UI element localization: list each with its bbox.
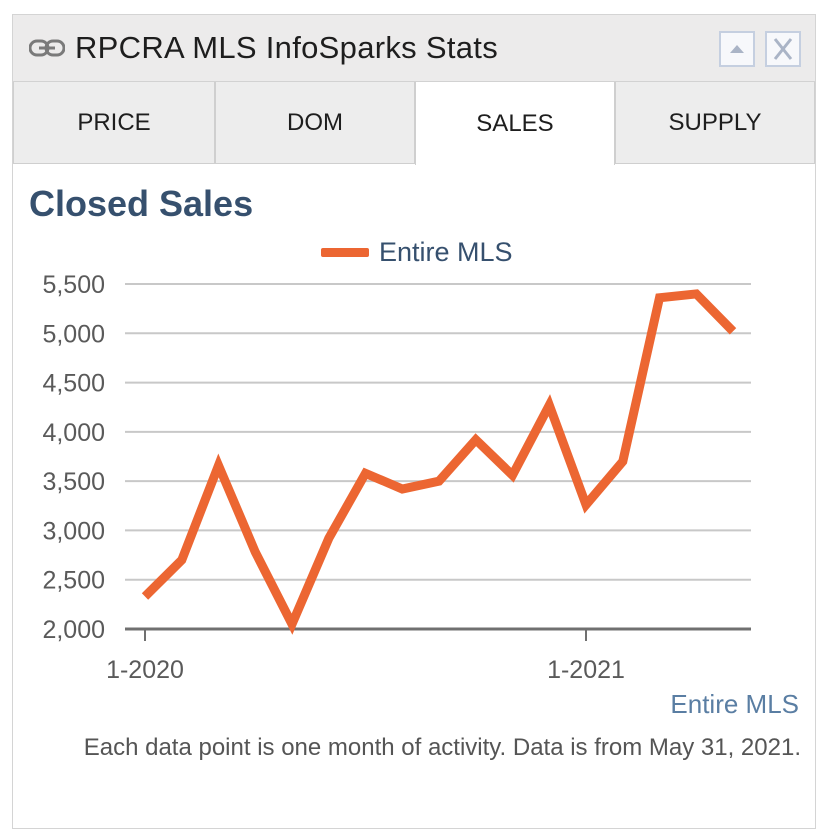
y-tick-label: 4,000 — [42, 419, 105, 447]
tab-price[interactable]: PRICE — [13, 82, 215, 164]
data-point[interactable] — [136, 587, 154, 605]
data-point[interactable] — [577, 496, 595, 514]
widget-titlebar: RPCRA MLS InfoSparks Stats — [13, 15, 815, 82]
widget-title: RPCRA MLS InfoSparks Stats — [75, 30, 499, 65]
chart-legend[interactable]: Entire MLS — [321, 237, 513, 267]
chart-title: Closed Sales — [29, 183, 254, 224]
data-point[interactable] — [651, 289, 669, 307]
y-tick-label: 2,500 — [42, 567, 105, 595]
data-point[interactable] — [210, 456, 228, 474]
collapse-button[interactable] — [719, 31, 755, 67]
data-point[interactable] — [393, 480, 411, 498]
x-tick-label: 1-2020 — [106, 656, 184, 684]
y-tick-label: 3,500 — [42, 468, 105, 496]
x-tick-label: 1-2021 — [547, 656, 625, 684]
data-point[interactable] — [614, 452, 632, 470]
data-point[interactable] — [504, 466, 522, 484]
legend-label: Entire MLS — [379, 236, 513, 267]
tab-sales[interactable]: SALES — [415, 82, 615, 165]
data-point[interactable] — [283, 615, 301, 633]
footnote: Each data point is one month of activity… — [83, 734, 801, 761]
stats-widget: RPCRA MLS InfoSparks Stats PRICE DOM SAL… — [12, 14, 816, 829]
data-point[interactable] — [246, 543, 264, 561]
data-point[interactable] — [320, 529, 338, 547]
data-point[interactable] — [687, 285, 705, 303]
line-chart: 2,000 2,500 3,000 3,500 4,000 4,500 5,000 5,500… — [42, 271, 751, 684]
close-button[interactable] — [765, 31, 801, 67]
tab-dom[interactable]: DOM — [215, 82, 415, 164]
data-point[interactable] — [173, 551, 191, 569]
grid-lines — [125, 283, 751, 631]
tab-supply[interactable]: SUPPLY — [615, 82, 815, 164]
link-icon — [29, 39, 65, 57]
source-label[interactable]: Entire MLS — [670, 689, 799, 719]
y-tick-label: 4,500 — [42, 370, 105, 398]
data-point[interactable] — [724, 322, 742, 340]
y-tick-label: 5,500 — [42, 271, 105, 299]
triangle-up-icon — [730, 45, 744, 53]
data-point[interactable] — [467, 431, 485, 449]
close-icon — [773, 38, 793, 60]
data-point[interactable] — [540, 396, 558, 414]
tab-bar: PRICE DOM SALES SUPPLY — [13, 82, 815, 178]
y-tick-label: 2,000 — [42, 616, 105, 644]
y-tick-label: 5,000 — [42, 320, 105, 348]
x-axis: 1-2020 1-2021 — [106, 629, 625, 684]
legend-swatch — [321, 247, 369, 257]
y-tick-label: 3,000 — [42, 517, 105, 545]
data-point[interactable] — [430, 472, 448, 490]
data-point[interactable] — [357, 464, 375, 482]
series-layer — [136, 285, 742, 635]
series-line-entire-mls[interactable] — [141, 289, 737, 635]
y-axis-labels: 2,000 2,500 3,000 3,500 4,000 4,500 5,000 5,500 — [42, 271, 105, 644]
